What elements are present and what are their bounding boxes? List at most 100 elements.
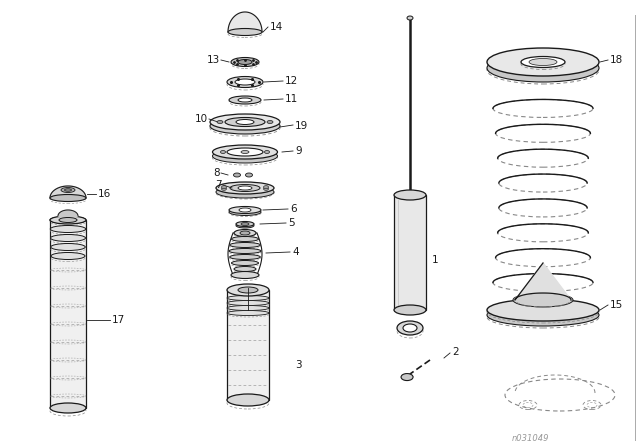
Ellipse shape xyxy=(487,304,599,326)
Ellipse shape xyxy=(234,173,241,177)
Text: 12: 12 xyxy=(285,76,298,86)
Ellipse shape xyxy=(229,96,261,104)
Ellipse shape xyxy=(394,190,426,200)
Ellipse shape xyxy=(230,185,260,191)
Ellipse shape xyxy=(236,120,254,125)
Ellipse shape xyxy=(401,374,413,380)
Text: 6: 6 xyxy=(290,204,296,214)
Ellipse shape xyxy=(238,186,252,190)
Text: 7: 7 xyxy=(216,180,222,190)
Text: 2: 2 xyxy=(452,347,459,357)
Text: 9: 9 xyxy=(295,146,301,156)
Ellipse shape xyxy=(234,267,256,271)
Ellipse shape xyxy=(232,237,259,241)
Ellipse shape xyxy=(51,244,85,250)
Ellipse shape xyxy=(50,216,86,224)
Polygon shape xyxy=(58,210,78,216)
Ellipse shape xyxy=(228,29,262,35)
Ellipse shape xyxy=(229,249,261,254)
Ellipse shape xyxy=(235,79,255,85)
Text: 14: 14 xyxy=(270,22,284,32)
Polygon shape xyxy=(515,263,571,300)
Ellipse shape xyxy=(227,301,269,306)
Text: 13: 13 xyxy=(207,55,220,65)
Ellipse shape xyxy=(229,208,261,215)
Text: 4: 4 xyxy=(292,247,299,257)
Ellipse shape xyxy=(50,216,86,224)
Ellipse shape xyxy=(529,59,557,65)
Bar xyxy=(394,195,426,310)
Text: 17: 17 xyxy=(112,315,125,325)
Ellipse shape xyxy=(264,185,269,189)
Ellipse shape xyxy=(239,208,251,212)
Ellipse shape xyxy=(50,403,86,413)
Ellipse shape xyxy=(238,287,258,293)
Ellipse shape xyxy=(264,187,269,190)
Ellipse shape xyxy=(227,296,269,301)
Polygon shape xyxy=(228,12,262,32)
Ellipse shape xyxy=(216,186,274,198)
Ellipse shape xyxy=(240,231,250,235)
Bar xyxy=(227,290,269,400)
Ellipse shape xyxy=(236,223,254,228)
Ellipse shape xyxy=(65,189,72,191)
Text: 15: 15 xyxy=(610,300,623,310)
Ellipse shape xyxy=(227,310,269,315)
Ellipse shape xyxy=(403,324,417,332)
Ellipse shape xyxy=(397,321,423,335)
Ellipse shape xyxy=(241,223,249,225)
Ellipse shape xyxy=(51,253,85,259)
Ellipse shape xyxy=(230,242,260,247)
Ellipse shape xyxy=(227,148,263,156)
Text: 11: 11 xyxy=(285,94,298,104)
Ellipse shape xyxy=(407,16,413,20)
Ellipse shape xyxy=(227,306,269,310)
Ellipse shape xyxy=(232,260,259,266)
Ellipse shape xyxy=(221,185,227,189)
Ellipse shape xyxy=(210,118,280,134)
Ellipse shape xyxy=(487,299,599,321)
Ellipse shape xyxy=(225,117,265,126)
Text: 3: 3 xyxy=(295,360,301,370)
Ellipse shape xyxy=(238,60,252,65)
Text: 10: 10 xyxy=(195,114,208,124)
Ellipse shape xyxy=(50,194,86,202)
Ellipse shape xyxy=(521,56,565,68)
Ellipse shape xyxy=(241,151,249,154)
Bar xyxy=(50,220,86,408)
Text: 16: 16 xyxy=(98,189,111,199)
Polygon shape xyxy=(50,186,86,198)
Ellipse shape xyxy=(229,207,261,214)
Ellipse shape xyxy=(227,284,269,296)
Ellipse shape xyxy=(210,114,280,130)
Ellipse shape xyxy=(51,234,86,241)
Ellipse shape xyxy=(394,305,426,315)
Ellipse shape xyxy=(221,187,227,190)
Ellipse shape xyxy=(487,54,599,82)
Ellipse shape xyxy=(217,121,223,124)
Ellipse shape xyxy=(61,188,75,193)
Ellipse shape xyxy=(264,151,269,154)
Text: 18: 18 xyxy=(610,55,623,65)
Text: n031049: n031049 xyxy=(511,434,548,443)
Ellipse shape xyxy=(227,77,263,87)
Ellipse shape xyxy=(51,225,86,233)
Ellipse shape xyxy=(227,394,269,406)
Text: 8: 8 xyxy=(213,168,220,178)
Ellipse shape xyxy=(234,229,256,237)
Ellipse shape xyxy=(221,151,225,154)
Ellipse shape xyxy=(487,48,599,76)
Ellipse shape xyxy=(212,149,278,163)
Ellipse shape xyxy=(231,271,259,279)
Ellipse shape xyxy=(230,254,260,259)
Ellipse shape xyxy=(216,182,274,194)
Ellipse shape xyxy=(231,57,259,66)
Ellipse shape xyxy=(59,217,77,223)
Ellipse shape xyxy=(212,145,278,159)
Ellipse shape xyxy=(267,121,273,124)
Ellipse shape xyxy=(513,293,573,307)
Ellipse shape xyxy=(238,98,252,102)
Text: 19: 19 xyxy=(295,121,308,131)
Text: 5: 5 xyxy=(288,218,294,228)
Ellipse shape xyxy=(236,221,254,227)
